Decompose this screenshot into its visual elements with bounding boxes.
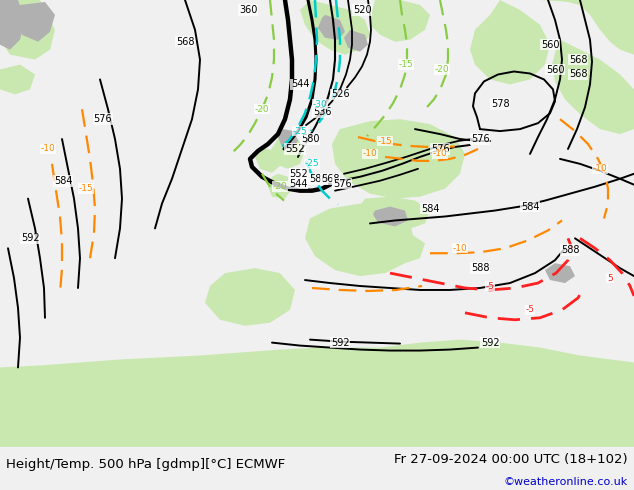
Text: 568: 568 <box>321 174 339 184</box>
Polygon shape <box>0 0 25 49</box>
Polygon shape <box>545 263 575 283</box>
Text: 588: 588 <box>560 245 579 255</box>
Text: -5: -5 <box>486 281 495 291</box>
Polygon shape <box>15 2 55 42</box>
Polygon shape <box>344 30 368 51</box>
Text: 576: 576 <box>94 114 112 124</box>
Text: -25: -25 <box>305 159 320 169</box>
Text: Height/Temp. 500 hPa [gdmp][°C] ECMWF: Height/Temp. 500 hPa [gdmp][°C] ECMWF <box>6 458 285 470</box>
Text: 5: 5 <box>607 273 613 283</box>
Text: 592: 592 <box>481 338 500 347</box>
Text: -10: -10 <box>41 145 55 153</box>
Text: 568: 568 <box>569 54 587 65</box>
Text: -10: -10 <box>432 149 448 158</box>
Text: -20: -20 <box>255 105 269 114</box>
Text: 580: 580 <box>309 174 327 184</box>
Text: 568: 568 <box>176 37 194 47</box>
Text: -15: -15 <box>378 137 392 146</box>
Text: ©weatheronline.co.uk: ©weatheronline.co.uk <box>503 477 628 487</box>
Text: -5: -5 <box>526 305 534 315</box>
Text: 360: 360 <box>239 5 257 15</box>
Polygon shape <box>278 129 298 149</box>
Text: 544: 544 <box>288 179 307 189</box>
Text: 576: 576 <box>470 134 489 144</box>
Polygon shape <box>530 0 634 54</box>
Polygon shape <box>0 366 634 447</box>
Polygon shape <box>373 207 408 226</box>
Text: 552: 552 <box>285 144 305 154</box>
Polygon shape <box>255 149 280 173</box>
Polygon shape <box>332 119 465 198</box>
Text: -15: -15 <box>399 60 413 69</box>
Text: 576: 576 <box>333 179 351 189</box>
Text: -10: -10 <box>593 164 607 173</box>
Polygon shape <box>205 268 295 326</box>
Text: -15: -15 <box>79 184 93 193</box>
Polygon shape <box>300 0 370 54</box>
Text: -25: -25 <box>293 126 307 136</box>
Text: -10: -10 <box>453 244 467 253</box>
Polygon shape <box>370 0 430 42</box>
Text: 588: 588 <box>471 263 489 273</box>
Text: 544: 544 <box>291 79 309 89</box>
Polygon shape <box>540 0 634 30</box>
Polygon shape <box>305 203 415 276</box>
Text: -20: -20 <box>435 65 450 74</box>
Text: 578: 578 <box>491 99 509 109</box>
Text: -10: -10 <box>363 149 377 158</box>
Text: 536: 536 <box>313 107 331 117</box>
Text: 552: 552 <box>290 169 308 179</box>
Text: -30: -30 <box>313 100 327 109</box>
Polygon shape <box>385 230 425 263</box>
Polygon shape <box>0 65 35 95</box>
Text: -20: -20 <box>273 182 287 191</box>
Polygon shape <box>358 196 430 230</box>
Text: 560: 560 <box>541 40 559 49</box>
Polygon shape <box>0 0 55 60</box>
Text: 576: 576 <box>430 144 450 154</box>
Text: 584: 584 <box>421 203 439 214</box>
Polygon shape <box>318 15 345 40</box>
Text: 584: 584 <box>54 176 72 186</box>
Text: Fr 27-09-2024 00:00 UTC (18+102): Fr 27-09-2024 00:00 UTC (18+102) <box>394 453 628 466</box>
Polygon shape <box>0 340 634 397</box>
Text: 568: 568 <box>569 70 587 79</box>
Text: 526: 526 <box>331 89 349 99</box>
Text: 584: 584 <box>521 201 540 212</box>
Text: 560: 560 <box>546 65 564 74</box>
Text: 580: 580 <box>301 134 320 144</box>
Polygon shape <box>470 0 550 84</box>
Polygon shape <box>552 40 634 134</box>
Text: 592: 592 <box>331 338 349 347</box>
Polygon shape <box>270 134 305 169</box>
Text: 520: 520 <box>353 5 372 15</box>
Text: 592: 592 <box>21 233 39 244</box>
Polygon shape <box>268 174 292 198</box>
